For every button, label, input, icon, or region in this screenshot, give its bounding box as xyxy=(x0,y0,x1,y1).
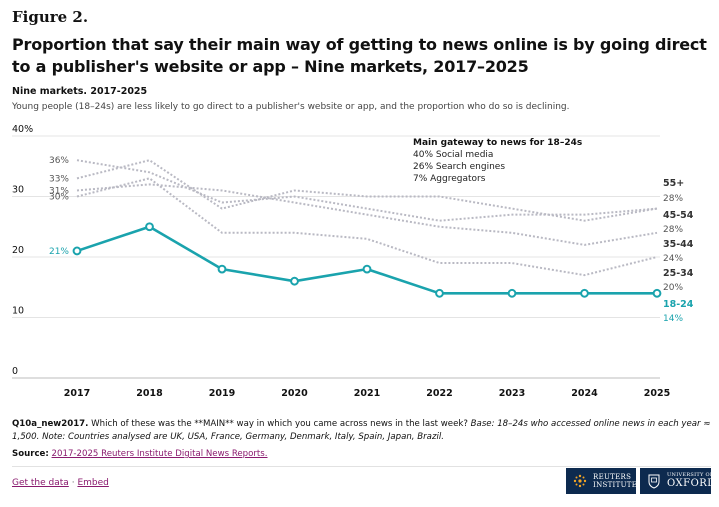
data-point-18-24-2017[interactable] xyxy=(72,246,82,256)
annotation-line-3: 7% Aggregators xyxy=(413,174,486,184)
series-line-25-34 xyxy=(76,177,658,277)
x-tick-label-2022: 2022 xyxy=(426,388,452,399)
end-label-45-54: 28% xyxy=(663,225,683,235)
x-tick-label-2018: 2018 xyxy=(136,388,163,399)
end-label-55plus: 28% xyxy=(663,194,683,204)
annotation-title: Main gateway to news for 18–24s xyxy=(413,138,582,148)
footer-links: Get the data · Embed xyxy=(12,478,109,488)
embed-link[interactable]: Embed xyxy=(77,478,109,488)
series-name-label-45-54: 45-54 xyxy=(663,210,694,221)
line-chart: 0 10 20 30 40% 2017 2018 2019 2020 2021 2022 2023 20… xyxy=(12,124,694,399)
x-tick-label-2017: 2017 xyxy=(64,388,90,399)
start-label-18-24: 21% xyxy=(49,247,69,257)
start-label-55plus: 36% xyxy=(49,156,69,166)
annotation-line-1: 40% Social media xyxy=(413,150,493,160)
x-tick-label-2024: 2024 xyxy=(571,388,598,399)
reuters-logo-line1: REUTERS xyxy=(593,472,632,481)
data-point-18-24-2019[interactable] xyxy=(217,264,227,274)
x-tick-label-2023: 2023 xyxy=(499,388,525,399)
data-point-18-24-2021[interactable] xyxy=(362,264,372,274)
series-line-18-24 xyxy=(76,225,657,295)
series-name-label-18-24: 18-24 xyxy=(663,299,694,310)
source-link[interactable]: 2017-2025 Reuters Institute Digital News… xyxy=(51,449,268,459)
x-tick-label-2021: 2021 xyxy=(354,388,380,399)
series-line-45-54 xyxy=(76,159,658,222)
reuters-logo-line2: INSTITUTE xyxy=(593,480,638,489)
oxford-crest-icon xyxy=(646,473,662,489)
question-id: Q10a_new2017. xyxy=(12,419,89,429)
series-name-label-35-44: 35-44 xyxy=(663,239,694,250)
data-point-18-24-2025[interactable] xyxy=(652,288,662,298)
oxford-logo-small: UNIVERSITY OF xyxy=(667,472,714,478)
data-point-18-24-2024[interactable] xyxy=(580,288,589,298)
start-label-25-34: 30% xyxy=(49,193,69,203)
data-point-18-24-2018[interactable] xyxy=(145,222,154,232)
x-tick-label-2020: 2020 xyxy=(281,388,308,399)
start-label-45-54: 33% xyxy=(49,174,69,184)
x-tick-label-2019: 2019 xyxy=(209,388,235,399)
x-tick-label-2025: 2025 xyxy=(644,388,670,399)
source-label: Source: xyxy=(12,449,49,459)
chart-description: Young people (18–24s) are less likely to… xyxy=(12,102,570,112)
series-name-label-25-34: 25-34 xyxy=(663,268,694,279)
data-point-18-24-2022[interactable] xyxy=(435,288,444,298)
figure-label: Figure 2. xyxy=(12,8,89,26)
y-tick-label-0: 0 xyxy=(12,366,18,377)
question-text: Which of these was the **MAIN** way in w… xyxy=(91,419,468,429)
chart-title: Proportion that say their main way of ge… xyxy=(12,35,707,76)
footer-separator: · xyxy=(71,478,75,488)
reuters-institute-logo[interactable]: REUTERS INSTITUTE xyxy=(566,468,638,494)
y-tick-label-30: 30 xyxy=(12,185,24,196)
y-tick-label-10: 10 xyxy=(12,306,24,317)
start-label-35-44: 31% xyxy=(49,186,69,196)
oxford-logo-big: OXFORD xyxy=(667,478,716,489)
y-tick-label-20: 20 xyxy=(12,245,24,256)
base-note: Base: 18–24s who accessed online news in… xyxy=(12,419,711,442)
footer-divider xyxy=(12,466,711,467)
series-line-35-44 xyxy=(76,183,658,246)
end-label-18-24: 14% xyxy=(663,314,683,324)
get-data-link[interactable]: Get the data xyxy=(12,478,69,488)
chart-notes: Q10a_new2017. Which of these was the **M… xyxy=(12,418,712,444)
data-point-18-24-2020[interactable] xyxy=(290,276,299,286)
source-line: Source: 2017-2025 Reuters Institute Digi… xyxy=(12,449,268,459)
annotation-line-2: 26% Search engines xyxy=(413,162,505,172)
y-tick-label-40: 40% xyxy=(12,124,33,135)
series-line-55plus xyxy=(76,159,658,222)
oxford-logo[interactable]: UNIVERSITY OF OXFORD xyxy=(640,468,715,494)
chart-subtitle: Nine markets. 2017-2025 xyxy=(12,86,148,97)
reuters-dots-icon xyxy=(572,473,588,489)
end-label-35-44: 24% xyxy=(663,254,683,264)
end-label-25-34: 20% xyxy=(663,283,683,293)
series-name-label-55plus: 55+ xyxy=(663,178,684,189)
data-point-18-24-2023[interactable] xyxy=(507,288,517,298)
